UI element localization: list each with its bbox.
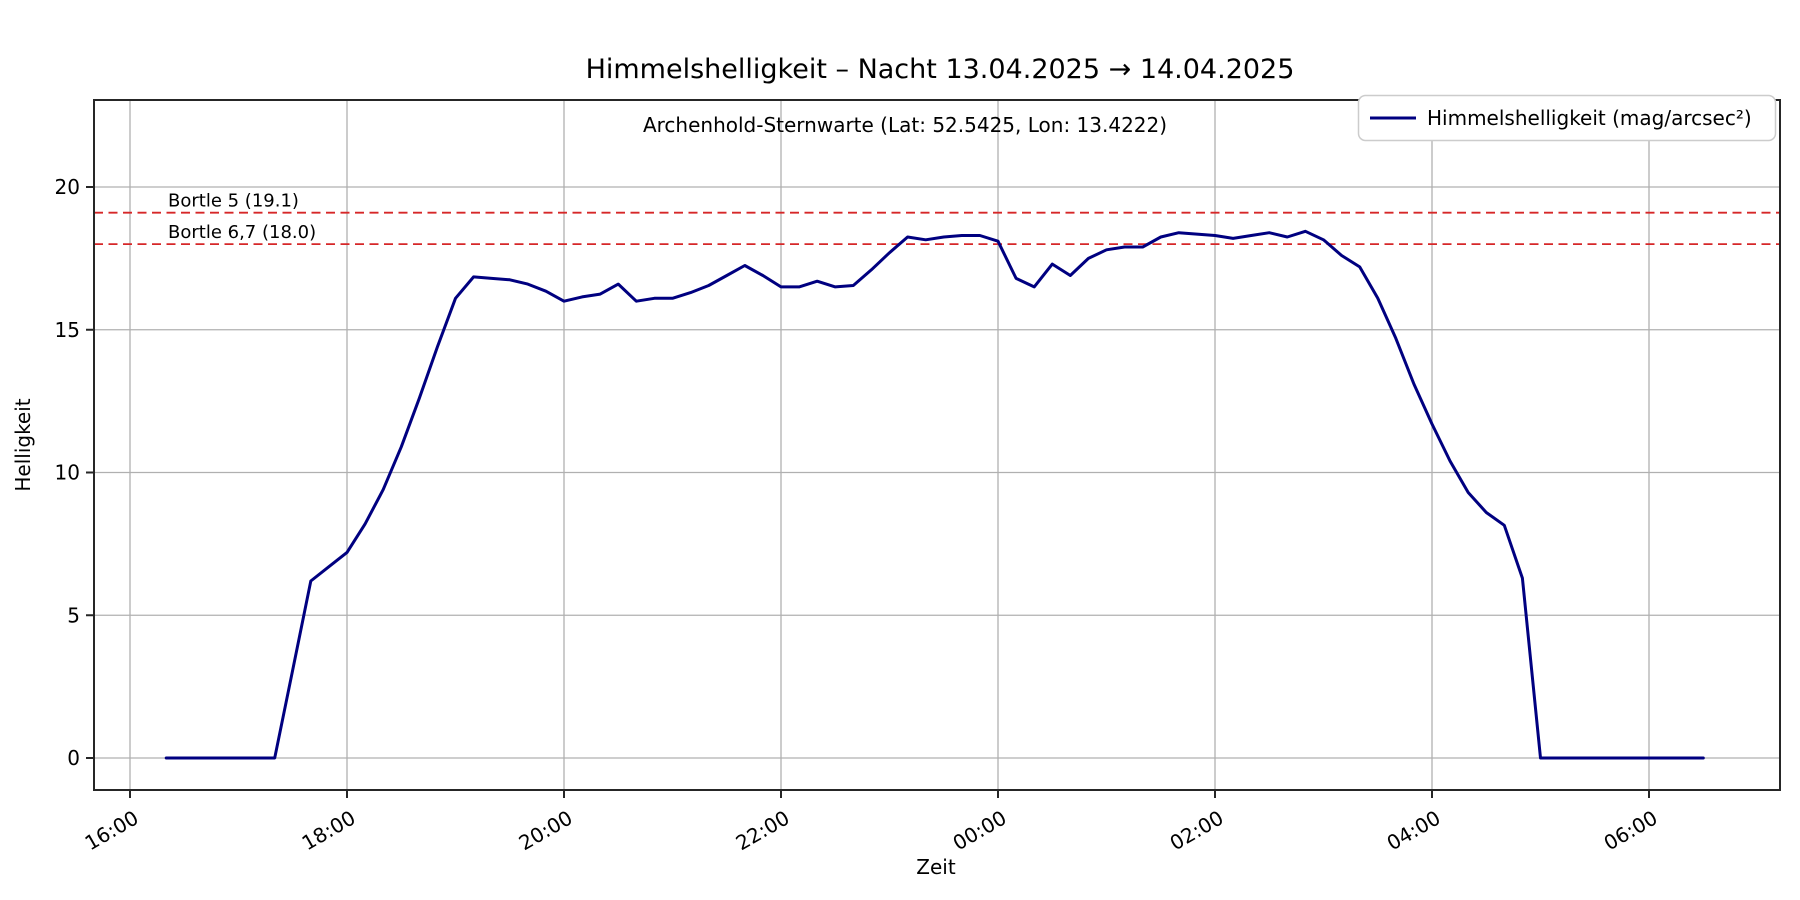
y-axis-label: Helligkeit bbox=[11, 398, 35, 491]
x-tick-label: 00:00 bbox=[949, 806, 1011, 856]
plot-area bbox=[94, 100, 1780, 790]
x-axis-label: Zeit bbox=[916, 855, 956, 879]
bortle5-label: Bortle 5 (19.1) bbox=[168, 191, 299, 212]
y-tick-label: 0 bbox=[67, 746, 80, 770]
plot-border bbox=[93, 99, 1781, 791]
x-tick-label: 06:00 bbox=[1600, 806, 1662, 856]
bortle67-label: Bortle 6,7 (18.0) bbox=[168, 222, 316, 243]
x-tick-label: 20:00 bbox=[515, 806, 577, 856]
y-tick-label: 10 bbox=[55, 461, 80, 485]
x-tick-label: 18:00 bbox=[298, 806, 360, 856]
legend-box bbox=[1357, 94, 1777, 142]
gridlines bbox=[94, 100, 1780, 790]
bortle-reference-lines bbox=[94, 211, 1780, 246]
y-tick-label: 20 bbox=[55, 175, 80, 199]
y-tick-label: 5 bbox=[67, 603, 80, 627]
legend: Himmelshelligkeit (mag/arcsec²) bbox=[1357, 94, 1777, 142]
axis-ticks bbox=[86, 186, 1650, 798]
brightness-curve bbox=[164, 229, 1705, 760]
brightness-line-series bbox=[164, 229, 1705, 760]
x-tick-label: 22:00 bbox=[732, 806, 794, 856]
legend-label: Himmelshelligkeit (mag/arcsec²) bbox=[1427, 106, 1752, 130]
x-tick-label: 02:00 bbox=[1166, 806, 1228, 856]
x-tick-label: 04:00 bbox=[1383, 806, 1445, 856]
chart-subtitle: Archenhold-Sternwarte (Lat: 52.5425, Lon… bbox=[643, 113, 1167, 137]
x-tick-label: 16:00 bbox=[81, 806, 143, 856]
y-tick-label: 15 bbox=[55, 318, 80, 342]
chart-title: Himmelshelligkeit – Nacht 13.04.2025 → 1… bbox=[586, 54, 1295, 85]
